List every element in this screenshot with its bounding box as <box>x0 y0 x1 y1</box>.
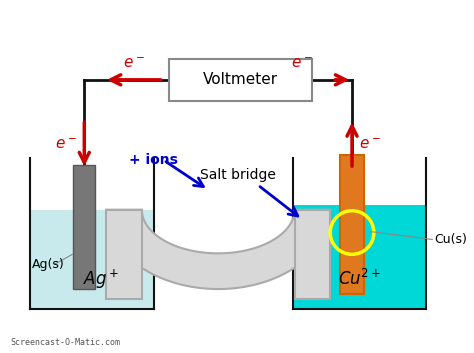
Text: Ag(s): Ag(s) <box>32 258 64 271</box>
Text: $e^-$: $e^-$ <box>123 56 145 71</box>
Text: $Cu^{2+}$: $Cu^{2+}$ <box>338 269 381 289</box>
Bar <box>169 59 312 101</box>
Text: $Ag^+$: $Ag^+$ <box>83 268 120 291</box>
Text: Salt bridge: Salt bridge <box>200 168 276 182</box>
Bar <box>340 155 364 294</box>
Text: + ions: + ions <box>129 153 178 167</box>
Text: $e^-$: $e^-$ <box>55 137 77 152</box>
Text: $e^-$: $e^-$ <box>292 56 313 71</box>
Bar <box>294 210 330 299</box>
Polygon shape <box>106 210 330 289</box>
Text: Voltmeter: Voltmeter <box>203 72 278 87</box>
Bar <box>30 210 154 309</box>
Text: Cu(s): Cu(s) <box>434 233 467 246</box>
Bar <box>106 210 142 299</box>
Bar <box>292 205 427 309</box>
Bar <box>73 165 95 289</box>
Text: Screencast-O-Matic.com: Screencast-O-Matic.com <box>10 337 120 347</box>
Text: $e^-$: $e^-$ <box>359 137 381 152</box>
